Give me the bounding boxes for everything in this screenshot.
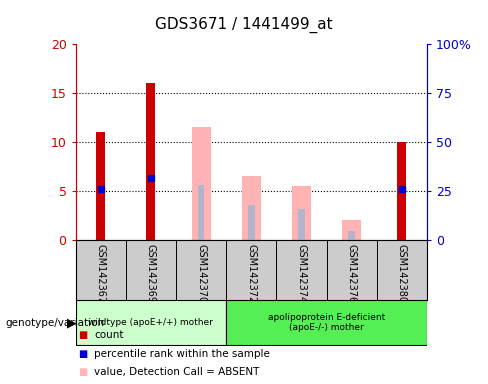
Bar [96, 132, 105, 240]
Text: wildtype (apoE+/+) mother: wildtype (apoE+/+) mother [88, 318, 213, 327]
Bar [226, 300, 427, 345]
Bar [342, 220, 361, 240]
Bar [192, 127, 211, 240]
Text: ■: ■ [78, 367, 87, 377]
Text: apolipoprotein E-deficient
(apoE-/-) mother: apolipoprotein E-deficient (apoE-/-) mot… [268, 313, 385, 332]
Bar [292, 186, 311, 240]
Text: ■: ■ [78, 349, 87, 359]
Text: GSM142372: GSM142372 [246, 244, 256, 303]
Text: GSM142370: GSM142370 [196, 244, 206, 303]
Bar [298, 209, 305, 240]
Text: ■: ■ [78, 330, 87, 340]
Text: ▶: ▶ [67, 316, 77, 329]
Text: GSM142380: GSM142380 [397, 244, 407, 303]
Text: genotype/variation: genotype/variation [5, 318, 104, 328]
Text: GSM142376: GSM142376 [346, 244, 357, 303]
Bar [146, 83, 156, 240]
Bar [242, 176, 261, 240]
Bar [198, 185, 204, 240]
Text: GSM142374: GSM142374 [297, 244, 306, 303]
Bar [248, 205, 255, 240]
Bar [397, 142, 407, 240]
Text: percentile rank within the sample: percentile rank within the sample [94, 349, 270, 359]
Bar [76, 300, 226, 345]
Text: count: count [94, 330, 123, 340]
Text: value, Detection Call = ABSENT: value, Detection Call = ABSENT [94, 367, 260, 377]
Text: GSM142367: GSM142367 [96, 244, 106, 303]
Bar [348, 231, 355, 240]
Text: GDS3671 / 1441499_at: GDS3671 / 1441499_at [155, 17, 333, 33]
Text: GSM142369: GSM142369 [146, 244, 156, 303]
